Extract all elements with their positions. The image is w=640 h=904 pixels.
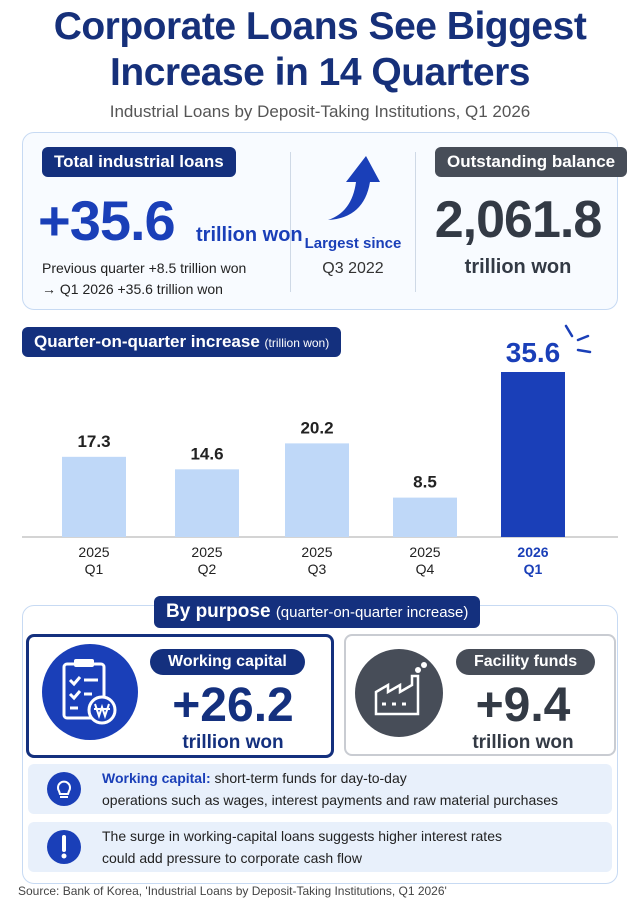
note-line: could add pressure to corporate cash flo… [102,850,362,866]
bar [175,469,239,537]
total-note: → Q1 2026 +35.6 trillion won [42,281,223,297]
icon-shape [374,674,420,716]
bar [285,443,349,537]
note-term: Working capital: [102,770,211,786]
chart-title: Quarter-on-quarter increase [34,332,260,351]
total-value: +35.6 [38,189,176,252]
value-label: 35.6 [506,337,561,368]
note-text: short-term funds for day-to-day [214,770,407,786]
purpose-label: Facility funds [456,649,596,675]
icon-shape [68,676,98,710]
ray [576,348,592,354]
x-tick-label: Q1 [85,561,104,577]
bulb-icon [47,772,81,806]
x-tick-label: 2025 [301,544,332,560]
purpose-value: +26.2 [172,679,294,732]
bar [501,372,565,537]
bar [393,497,457,537]
purpose-title: By purpose [166,601,271,622]
total-note: Previous quarter +8.5 trillion won [42,260,247,276]
value-label: 8.5 [413,473,437,492]
purpose-value: +9.4 [475,679,571,732]
facility-card [344,634,616,756]
purpose-subtitle: (quarter-on-quarter increase) [275,604,469,621]
title: Corporate Loans See Biggest Increase in … [53,5,587,94]
icon-shape [421,662,427,668]
x-tick-label: 2026 [517,544,548,560]
bar [62,456,126,537]
icon-shape [74,659,94,667]
purpose-title-pill: By purpose (quarter-on-quarter increase) [154,596,481,628]
purpose-label: Working capital [150,649,305,675]
divider [290,152,291,292]
subtitle: Industrial Loans by Deposit-Taking Insti… [109,102,531,121]
balance-value: 2,061.8 [434,191,603,249]
note-line: operations such as wages, interest payme… [102,792,559,808]
factory-icon [355,649,443,737]
note-line: Working capital: short-term funds for da… [102,770,407,786]
purpose-unit: trillion won [182,732,284,753]
arrow [328,156,380,220]
working-card [26,634,334,758]
x-tick-label: Q2 [198,561,217,577]
bar-chart: 17.32025Q114.62025Q220.22025Q38.52025Q43… [22,324,618,577]
x-tick-label: 2025 [78,544,109,560]
ray [576,334,590,342]
icon-shape [57,780,71,798]
icon-shape [94,703,110,720]
icon-shape [415,667,421,673]
note-line: The surge in working-capital loans sugge… [102,828,502,844]
chart-unit: (trillion won) [264,336,330,350]
source: Source: Bank of Korea, 'Industrial Loans… [18,884,447,898]
arrow-icon [328,156,380,220]
value-label: 14.6 [190,444,223,463]
icon-shape [61,853,67,859]
note-box [28,764,612,814]
icon-circle [47,772,81,806]
ray [564,324,574,338]
alert-icon [47,830,81,864]
highlight-line: Largest since [304,235,402,252]
chart-title-pill: Quarter-on-quarter increase (trillion wo… [22,327,342,357]
x-tick-label: 2025 [191,544,222,560]
x-tick-label: Q4 [416,561,435,577]
value-label: 20.2 [300,418,333,437]
icon-circle [42,644,138,740]
clipboard-icon [42,644,138,740]
divider [415,152,416,292]
x-tick-label: Q1 [524,561,543,577]
x-tick-label: 2025 [409,544,440,560]
balance-unit: trillion won [464,256,572,278]
note-box [28,822,612,872]
x-tick-label: Q3 [308,561,327,577]
value-label: 17.3 [77,432,110,451]
burst [564,324,592,354]
highlight-line: Q3 2022 [322,260,384,277]
balance-label: Outstanding balance [435,147,628,177]
total-label: Total industrial loans [42,147,236,177]
total-unit: trillion won [196,224,303,246]
purpose-unit: trillion won [472,732,574,753]
